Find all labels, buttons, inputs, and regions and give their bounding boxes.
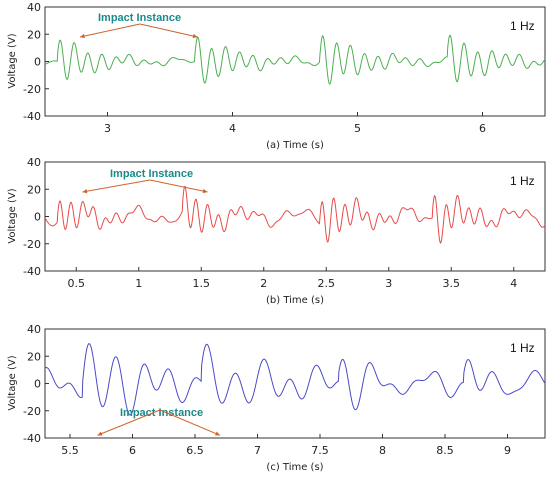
y-axis-label-c: Voltage (V) <box>7 355 18 410</box>
x-tick-label-c: 6.5 <box>186 444 204 457</box>
x-tick-label-c: 7.5 <box>311 444 329 457</box>
y-tick-label-a: 40 <box>27 1 41 14</box>
x-axis-label-a: (a) Time (s) <box>266 140 324 151</box>
x-tick-label-c: 5.5 <box>61 444 79 457</box>
impact-arrow-line-b <box>149 179 208 193</box>
x-tick-label-c: 6 <box>129 444 136 457</box>
impact-arrows-b <box>82 179 208 194</box>
frequency-label-c: 1 Hz <box>510 341 535 355</box>
y-tick-label-a: -20 <box>23 83 41 96</box>
impact-arrow-line-a <box>139 23 198 38</box>
voltage-series-a <box>44 34 546 85</box>
impact-annotation-b: Impact Instance <box>110 168 193 180</box>
x-axis-label-c: (c) Time (s) <box>266 462 323 473</box>
frequency-label-a: 1 Hz <box>510 19 535 33</box>
y-tick-label-b: 40 <box>27 156 41 169</box>
x-tick-label-b: 4 <box>510 277 517 290</box>
x-tick-label-b: 2 <box>260 277 267 290</box>
y-tick-label-c: -20 <box>23 405 41 418</box>
voltage-series-b <box>44 185 546 244</box>
tick-group-b: 0.5 1 1.5 2 2.5 3 3.5 4 -40 -20 0 20 40 <box>23 156 517 290</box>
x-tick-label-a: 3 <box>104 122 111 135</box>
plot-frame-c <box>44 328 546 439</box>
tick-group-a: 3 4 5 6 -40 -20 0 20 40 <box>23 1 486 135</box>
voltage-series-c <box>44 343 546 416</box>
impact-arrow-line-c <box>97 409 161 436</box>
impact-arrow-head-a <box>192 33 198 39</box>
y-tick-label-b: 20 <box>27 183 41 196</box>
y-tick-label-b: -20 <box>23 238 41 251</box>
x-tick-label-c: 8 <box>379 444 386 457</box>
y-tick-label-a: -40 <box>23 110 41 123</box>
y-tick-label-c: 40 <box>27 323 41 336</box>
x-tick-label-b: 0.5 <box>68 277 86 290</box>
x-tick-label-c: 7 <box>254 444 261 457</box>
impact-annotation-a: Impact Instance <box>98 12 181 24</box>
y-tick-label-b: -40 <box>23 265 41 278</box>
x-tick-label-a: 4 <box>229 122 236 135</box>
x-tick-label-b: 1 <box>135 277 142 290</box>
impact-arrow-head-c <box>215 431 220 436</box>
y-tick-label-b: 0 <box>34 211 41 224</box>
x-axis-label-b: (b) Time (s) <box>266 295 324 306</box>
impact-arrow-line-a <box>79 23 141 38</box>
x-tick-label-a: 5 <box>354 122 361 135</box>
y-axis-label-b: Voltage (V) <box>7 188 18 243</box>
y-tick-label-c: 20 <box>27 350 41 363</box>
x-tick-label-b: 1.5 <box>193 277 211 290</box>
y-tick-label-a: 0 <box>34 56 41 69</box>
y-tick-label-a: 20 <box>27 28 41 41</box>
y-tick-label-c: 0 <box>34 378 41 391</box>
impact-arrow-line-b <box>82 179 151 193</box>
impact-annotation-c: Impact Instance <box>120 407 203 419</box>
x-tick-label-b: 2.5 <box>318 277 336 290</box>
x-tick-label-c: 8.5 <box>436 444 454 457</box>
y-tick-label-c: -40 <box>23 432 41 445</box>
x-tick-label-c: 9 <box>504 444 511 457</box>
x-tick-label-b: 3 <box>385 277 392 290</box>
impact-arrow-head-a <box>80 33 85 39</box>
impact-arrow-head-c <box>97 431 103 436</box>
tick-group-c: 5.5 6 6.5 7 7.5 8 8.5 9 -40 -20 0 20 40 <box>23 323 511 457</box>
x-tick-label-a: 6 <box>479 122 486 135</box>
x-tick-label-b: 3.5 <box>443 277 461 290</box>
impact-arrow-head-b <box>82 189 88 194</box>
impact-arrow-head-b <box>202 188 208 194</box>
frequency-label-b: 1 Hz <box>510 174 535 188</box>
impact-arrows-c <box>97 409 221 436</box>
chart-panel-a: 3 4 5 6 -40 -20 0 20 40 Voltage (V) (a) Time (s)… <box>7 1 546 151</box>
y-axis-label-a: Voltage (V) <box>7 33 18 88</box>
impact-arrows-a <box>79 23 198 39</box>
impact-arrow-line-c <box>159 409 221 436</box>
